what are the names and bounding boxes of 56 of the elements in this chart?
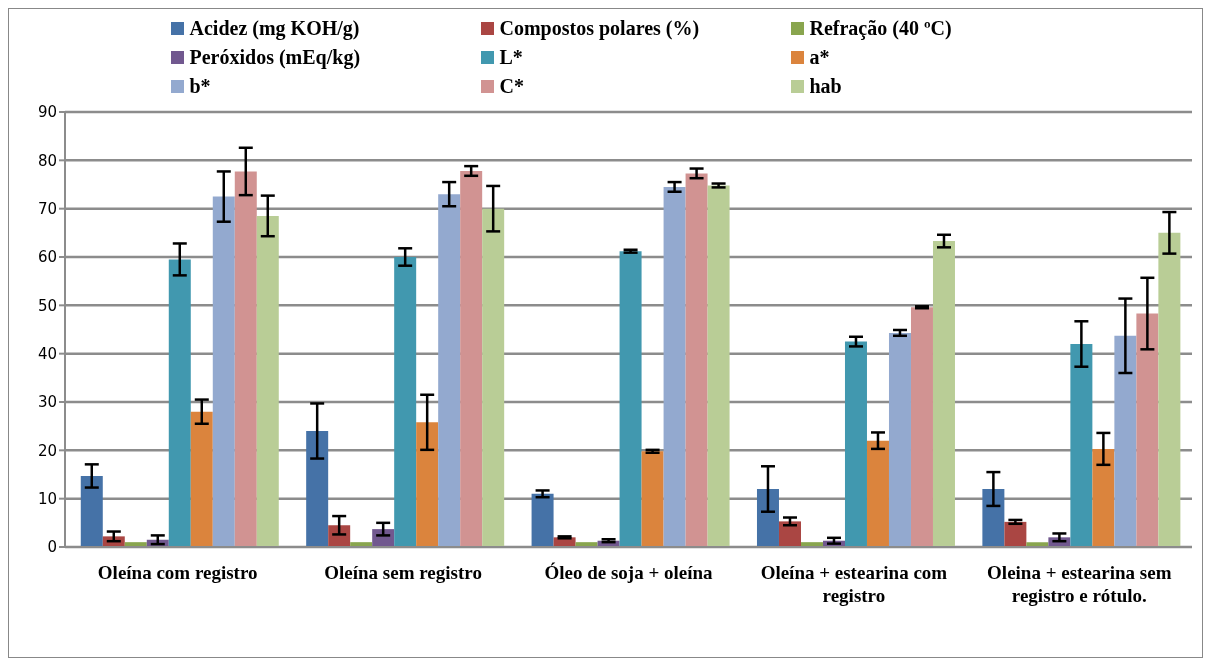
x-tick-label: Óleo de soja + oleína: [544, 562, 714, 583]
bar: [416, 422, 439, 547]
x-tick-label: Oleína + estearina com registro: [760, 562, 948, 606]
bar: [756, 489, 779, 547]
bar: [190, 411, 213, 547]
legend-label: hab: [809, 75, 842, 98]
y-tick-label: 60: [37, 248, 57, 267]
bar: [438, 194, 461, 547]
x-tick-label: Oleína com registro: [97, 562, 258, 583]
legend-label: Peróxidos (mEq/kg): [189, 46, 361, 69]
bar: [212, 196, 235, 547]
bar: [1136, 313, 1159, 547]
bar: [394, 257, 417, 547]
bar: [1070, 344, 1093, 547]
bar: [460, 170, 483, 547]
y-tick-label: 10: [37, 489, 57, 508]
bar: [256, 215, 279, 547]
bar: [844, 341, 867, 547]
bar: [866, 440, 889, 547]
bar: [641, 451, 664, 547]
bar: [663, 186, 686, 547]
legend-label: Compostos polares (%): [499, 17, 700, 40]
y-tick-label: 30: [37, 393, 57, 412]
bar: [234, 171, 257, 547]
x-tick-label: Oleina + estearina sem registro e rótulo.: [987, 562, 1172, 606]
y-tick-label: 80: [37, 151, 57, 170]
legend-label: L*: [499, 46, 523, 69]
bar: [888, 332, 911, 547]
bar: [1092, 448, 1115, 547]
bar: [982, 489, 1005, 547]
y-tick-label: 90: [37, 103, 57, 122]
y-tick-label: 50: [37, 296, 57, 315]
legend-label: Acidez (mg KOH/g): [189, 17, 360, 40]
x-tick-label: Oleína sem registro: [324, 562, 482, 583]
bar: [1158, 232, 1181, 547]
bar: [685, 173, 708, 547]
bar: [707, 185, 730, 547]
legend-label: C*: [499, 75, 524, 98]
bar: [778, 521, 801, 547]
bar: [531, 493, 554, 547]
bar: [1114, 335, 1137, 547]
bar: [168, 259, 191, 547]
y-tick-label: 40: [37, 344, 57, 363]
bar: [910, 307, 933, 547]
y-tick-label: 70: [37, 199, 57, 218]
y-tick-label: 0: [47, 538, 57, 557]
bar: [80, 475, 103, 547]
y-tick-label: 20: [37, 441, 57, 460]
legend-label: a*: [809, 46, 830, 69]
bar: [482, 208, 505, 547]
bar: [619, 251, 642, 547]
bar: [932, 241, 955, 547]
bar: [306, 431, 329, 547]
legend-label: b*: [189, 75, 211, 98]
bar: [1004, 521, 1027, 547]
legend-label: Refração (40 ºC): [809, 17, 952, 40]
